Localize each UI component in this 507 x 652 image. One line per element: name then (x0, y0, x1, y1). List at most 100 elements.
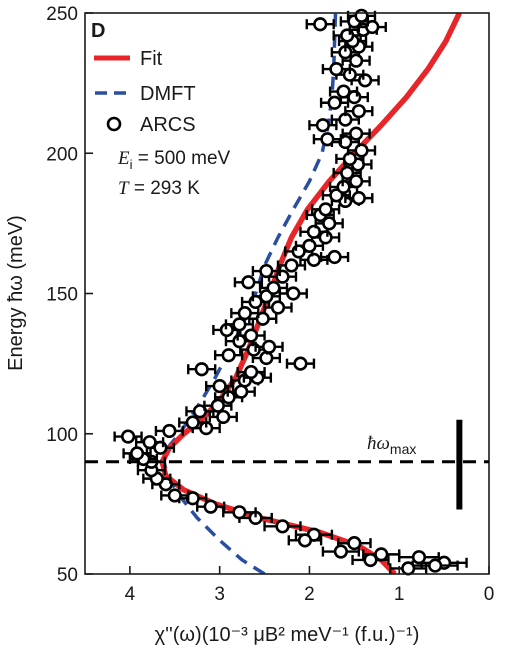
arcs-marker (351, 191, 366, 206)
arcs-marker (232, 334, 247, 349)
arcs-marker (306, 252, 322, 267)
arcs-marker (259, 263, 274, 279)
arcs-point (213, 348, 244, 363)
hw-max-sub: max (390, 441, 416, 457)
x-tick-label: 0 (484, 584, 495, 605)
arcs-point (341, 126, 371, 141)
x-tick-label: 3 (214, 584, 225, 605)
arcs-point (160, 488, 190, 503)
hw-max-label: ħωmax (367, 433, 416, 457)
arcs-marker (354, 143, 369, 158)
arcs-point (299, 224, 329, 239)
arcs-point (251, 263, 282, 279)
panel-label: D (91, 20, 105, 42)
arcs-marker (340, 28, 355, 43)
arcs-marker (349, 174, 364, 189)
arcs-point (254, 339, 284, 354)
hw-max-symbol: ħω (367, 433, 390, 454)
arcs-marker (340, 165, 355, 180)
arcs-point (185, 404, 215, 419)
arcs-point (134, 435, 165, 450)
arcs-marker (351, 104, 366, 119)
arcs-point (308, 118, 338, 133)
y-tick-label: 250 (46, 4, 78, 25)
arcs-point (351, 552, 390, 568)
arcs-marker (327, 95, 342, 110)
x-tick-label: 1 (394, 584, 405, 605)
arcs-marker (315, 118, 331, 133)
legend-dmft-label: DMFT (140, 83, 196, 105)
arcs-point (236, 364, 266, 380)
arcs-point (208, 409, 238, 425)
arcs-marker (142, 435, 157, 450)
arcs-marker (255, 311, 270, 326)
arcs-marker (192, 404, 208, 419)
arcs-marker (185, 415, 200, 430)
arcs-point (319, 249, 350, 265)
arcs-marker (266, 280, 281, 295)
arcs-point (251, 350, 282, 366)
arcs-point (258, 280, 289, 295)
arcs-point (263, 519, 302, 534)
arcs-marker (261, 339, 277, 354)
arcs-point (203, 398, 233, 413)
arcs-point (321, 544, 361, 559)
arcs-marker (216, 409, 231, 425)
arcs-marker (338, 134, 353, 150)
arcs-marker (194, 362, 209, 377)
arcs-marker (302, 238, 317, 253)
arcs-point (204, 378, 235, 394)
ei-symbol: E (117, 148, 130, 169)
arcs-marker (306, 224, 322, 239)
arcs-point (328, 84, 359, 99)
arcs-point (222, 505, 257, 520)
arcs-point (276, 258, 307, 273)
arcs-point (233, 275, 264, 290)
ei-value: = 500 meV (133, 148, 231, 169)
arcs-marker (221, 348, 236, 363)
arcs-point (178, 415, 208, 430)
arcs-marker (336, 84, 351, 99)
arcs-point (344, 191, 374, 206)
x-axis-title: χ''(ω)(10⁻³ μB² meV⁻¹ (f.u.)⁻¹) (155, 624, 420, 646)
arcs-point (314, 216, 344, 231)
arcs-marker (327, 249, 342, 265)
arcs-marker (318, 230, 333, 245)
arcs-marker (232, 317, 247, 332)
arcs-point (287, 533, 323, 548)
arcs-point (312, 132, 343, 147)
arcs-marker (358, 73, 373, 88)
arcs-marker (313, 17, 328, 32)
arcs-marker (320, 132, 335, 147)
arcs-point (113, 429, 143, 444)
arcs-point (285, 356, 316, 371)
arcs-point (122, 446, 152, 461)
arcs-point (224, 317, 255, 332)
marker-layer (113, 8, 468, 576)
ei-annotation: Ei = 500 meV (117, 148, 231, 172)
arcs-marker (129, 446, 145, 461)
arcs-marker (212, 378, 227, 394)
y-tick-label: 100 (46, 425, 78, 446)
arcs-point (321, 61, 352, 77)
arcs-point (263, 300, 293, 315)
arcs-point (230, 306, 260, 321)
y-axis-title: Energy ħω (meV) (5, 215, 27, 371)
arcs-point (305, 17, 335, 32)
arcs-marker (347, 536, 362, 551)
arcs-marker (162, 423, 177, 439)
legend: Fit DMFT ARCS (94, 48, 196, 136)
arcs-point (294, 238, 325, 253)
legend-arcs-label: ARCS (140, 114, 196, 136)
arcs-marker (411, 550, 427, 565)
arcs-point (330, 134, 361, 150)
y-tick-label: 150 (46, 285, 78, 306)
arcs-marker (293, 356, 308, 371)
arcs-marker (275, 519, 290, 534)
arcs-marker (286, 286, 301, 301)
y-tick-label: 200 (46, 144, 78, 165)
arcs-point (336, 536, 372, 551)
arcs-marker (234, 384, 249, 399)
arcs-marker (284, 258, 299, 273)
